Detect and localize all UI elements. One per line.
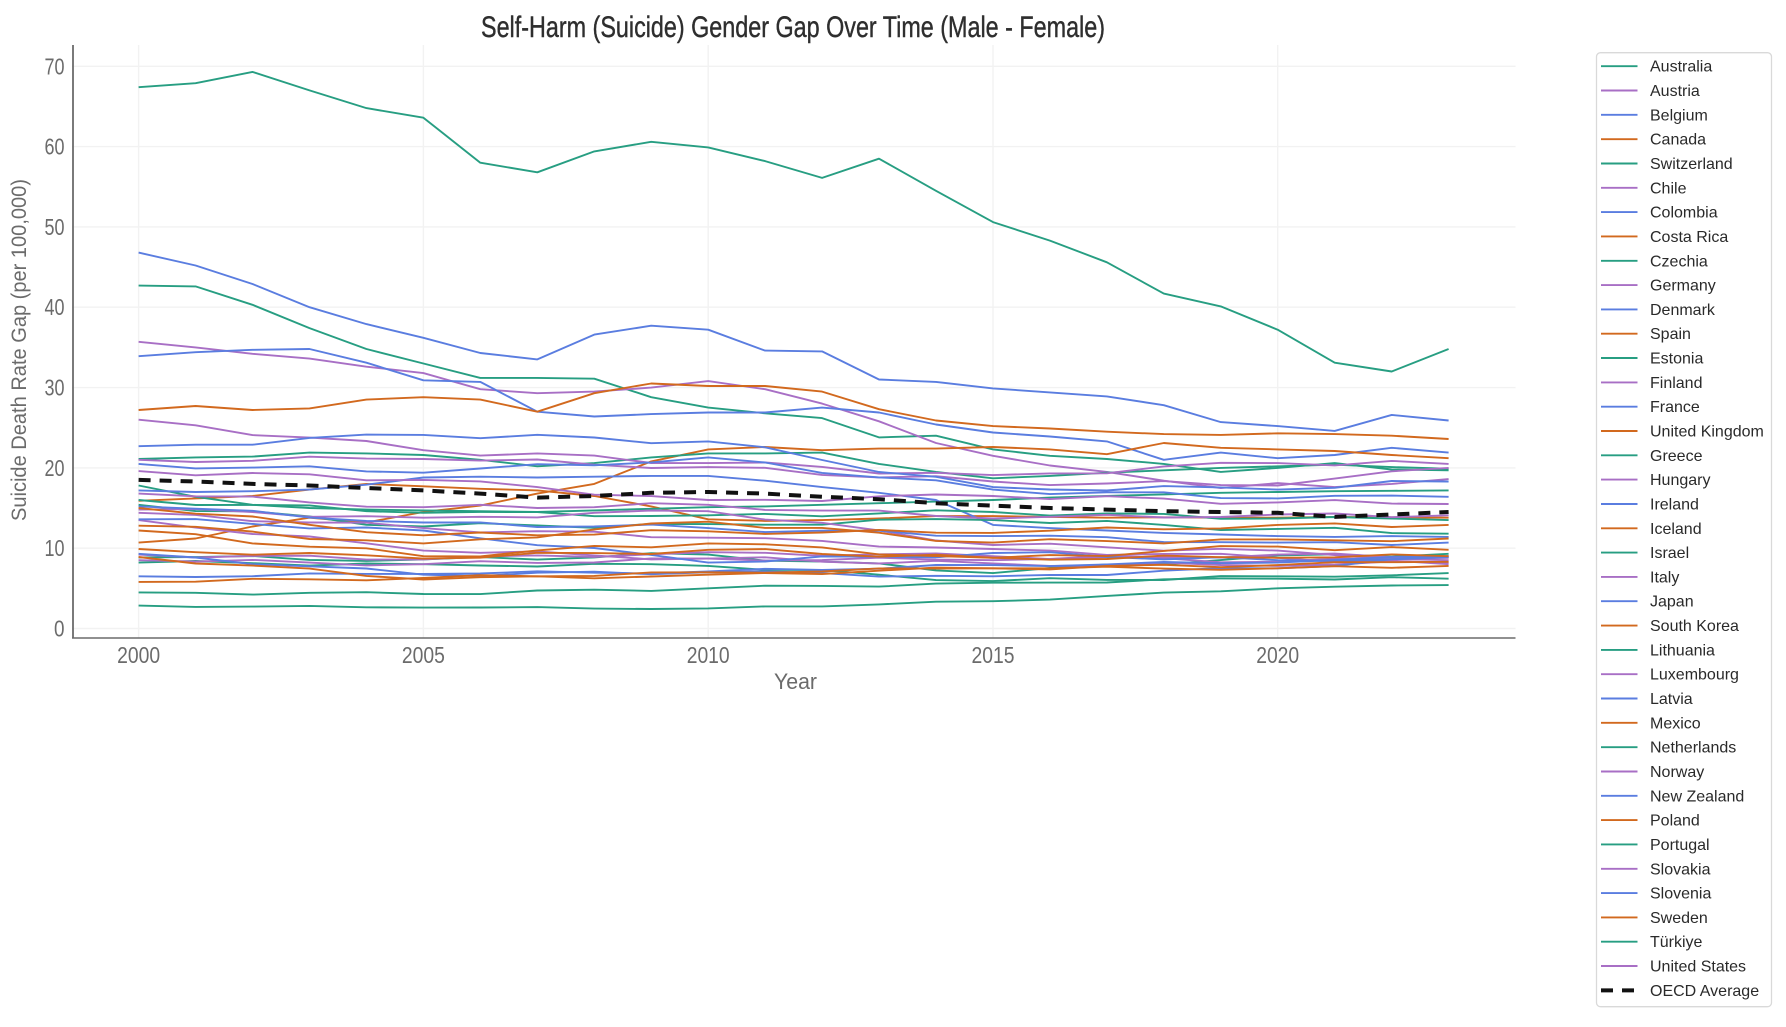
svg-text:2010: 2010	[687, 642, 730, 668]
svg-text:Finland: Finland	[1650, 375, 1702, 392]
svg-text:Canada: Canada	[1650, 132, 1706, 149]
svg-text:United Kingdom: United Kingdom	[1650, 424, 1764, 441]
svg-text:2015: 2015	[972, 642, 1015, 668]
svg-text:Costa Rica: Costa Rica	[1650, 229, 1728, 246]
svg-text:Ireland: Ireland	[1650, 497, 1699, 514]
svg-text:50: 50	[45, 214, 65, 240]
svg-text:Latvia: Latvia	[1650, 691, 1693, 708]
svg-text:Colombia: Colombia	[1650, 205, 1718, 222]
svg-text:2005: 2005	[402, 642, 445, 668]
svg-text:Germany: Germany	[1650, 278, 1716, 295]
svg-text:OECD Average: OECD Average	[1650, 983, 1759, 1000]
svg-text:20: 20	[45, 455, 65, 481]
svg-text:Mexico: Mexico	[1650, 715, 1701, 732]
svg-text:40: 40	[45, 294, 65, 320]
svg-text:Norway: Norway	[1650, 764, 1704, 781]
svg-text:2020: 2020	[1256, 642, 1299, 668]
svg-text:70: 70	[45, 53, 65, 79]
svg-text:Czechia: Czechia	[1650, 253, 1708, 270]
svg-text:Belgium: Belgium	[1650, 107, 1708, 124]
svg-text:30: 30	[45, 375, 65, 401]
svg-text:Hungary: Hungary	[1650, 472, 1710, 489]
svg-text:Slovakia: Slovakia	[1650, 861, 1711, 878]
svg-text:Greece: Greece	[1650, 448, 1703, 465]
svg-text:Chile: Chile	[1650, 180, 1687, 197]
svg-text:Self-Harm (Suicide) Gender Gap: Self-Harm (Suicide) Gender Gap Over Time…	[481, 11, 1105, 44]
svg-text:60: 60	[45, 134, 65, 160]
svg-text:Australia: Australia	[1650, 59, 1712, 76]
svg-text:New Zealand: New Zealand	[1650, 788, 1744, 805]
svg-text:Portugal: Portugal	[1650, 837, 1710, 854]
svg-text:Estonia: Estonia	[1650, 351, 1703, 368]
svg-text:2000: 2000	[117, 642, 160, 668]
svg-text:Switzerland: Switzerland	[1650, 156, 1733, 173]
svg-text:Denmark: Denmark	[1650, 302, 1716, 319]
svg-text:Spain: Spain	[1650, 326, 1691, 343]
svg-text:Luxembourg: Luxembourg	[1650, 667, 1739, 684]
svg-text:United States: United States	[1650, 959, 1746, 976]
svg-text:Türkiye: Türkiye	[1650, 934, 1703, 951]
svg-text:South Korea: South Korea	[1650, 618, 1739, 635]
svg-text:Poland: Poland	[1650, 813, 1700, 830]
svg-text:10: 10	[45, 535, 65, 561]
svg-text:Austria: Austria	[1650, 83, 1700, 100]
svg-text:France: France	[1650, 399, 1700, 416]
svg-text:0: 0	[54, 616, 65, 642]
svg-text:Sweden: Sweden	[1650, 910, 1708, 927]
svg-text:Slovenia: Slovenia	[1650, 886, 1711, 903]
svg-text:Suicide Death Rate Gap (per 10: Suicide Death Rate Gap (per 100,000)	[8, 179, 31, 521]
svg-text:Japan: Japan	[1650, 594, 1694, 611]
svg-text:Iceland: Iceland	[1650, 521, 1702, 538]
svg-text:Netherlands: Netherlands	[1650, 740, 1736, 757]
svg-text:Israel: Israel	[1650, 545, 1689, 562]
svg-text:Lithuania: Lithuania	[1650, 642, 1715, 659]
svg-text:Italy: Italy	[1650, 569, 1679, 586]
svg-text:Year: Year	[774, 669, 817, 694]
